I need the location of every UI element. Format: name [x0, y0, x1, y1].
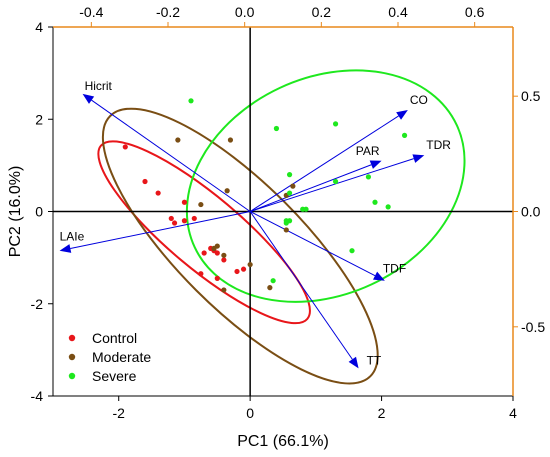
point-severe	[332, 178, 339, 185]
top-tick-label: -0.4	[79, 4, 103, 20]
x-tick-label: 2	[378, 405, 386, 421]
vector-par-line	[249, 164, 372, 212]
legend-label-moderate: Moderate	[92, 349, 151, 365]
point-moderate	[211, 245, 217, 251]
legend-marker-moderate	[68, 353, 76, 361]
point-moderate	[221, 252, 227, 258]
vector-laie-arrowhead	[59, 244, 72, 253]
point-control	[168, 215, 174, 222]
point-moderate	[227, 137, 234, 143]
vector-co-line	[249, 115, 399, 212]
right-tick-label: 0.0	[521, 204, 541, 220]
x-tick-label: 4	[509, 405, 517, 421]
point-severe	[286, 172, 293, 178]
point-severe	[283, 220, 289, 226]
axes: -2 0 2 4 -4 -2 0 2 4 -0.4 -0.2 0.0 0.2 0.4 0.6 0.5 0.0 -0…	[31, 4, 546, 421]
vector-label-laie: LAIe	[60, 230, 85, 244]
point-severe	[286, 190, 293, 196]
x-tick-label: 0	[246, 405, 254, 421]
vector-tt-arrowhead	[348, 356, 359, 369]
y-tick-label: 4	[35, 19, 43, 35]
point-control	[181, 218, 188, 224]
vector-co-arrowhead	[396, 110, 408, 120]
vector-label-par: PAR	[356, 144, 380, 158]
top-tick-label: 0.4	[388, 4, 408, 20]
point-control	[214, 275, 220, 281]
vector-laie-line	[70, 211, 251, 249]
vector-label-tt: TT	[367, 353, 382, 367]
point-severe	[303, 206, 309, 212]
legend-marker-control	[68, 334, 76, 342]
point-severe	[349, 248, 355, 254]
y-tick-label: 0	[35, 204, 43, 220]
point-moderate	[224, 188, 230, 194]
point-control	[201, 250, 207, 256]
point-severe	[365, 174, 372, 180]
point-severe	[273, 125, 280, 132]
legend-marker-severe	[68, 372, 76, 380]
point-moderate	[267, 285, 273, 291]
point-control	[198, 271, 204, 277]
point-control	[214, 250, 220, 256]
vector-par-arrowhead	[369, 160, 382, 169]
legend-label-control: Control	[92, 330, 137, 346]
point-control	[142, 178, 148, 185]
right-tick-label: -0.5	[521, 319, 545, 335]
ellipse-control	[97, 140, 311, 325]
point-control	[234, 268, 240, 275]
point-moderate	[283, 227, 289, 233]
vector-hicrit-line	[91, 99, 251, 212]
top-tick-label: 0.2	[312, 4, 332, 20]
y-tick-label: -4	[31, 388, 44, 404]
point-severe	[385, 204, 391, 210]
top-tick-label: -0.2	[156, 4, 180, 20]
point-control	[181, 199, 188, 205]
vector-label-tdf: TDF	[383, 262, 406, 276]
point-moderate	[247, 261, 253, 268]
point-severe	[401, 132, 408, 138]
score-points	[122, 98, 408, 293]
vector-tdr-line	[249, 158, 414, 212]
point-control	[155, 190, 161, 196]
y-axis-title: PC2 (16.0%)	[7, 166, 24, 258]
point-severe	[332, 121, 339, 127]
vector-label-tdr: TDR	[426, 138, 451, 152]
y-tick-label: 2	[35, 111, 43, 127]
point-severe	[372, 199, 378, 205]
point-control	[171, 220, 178, 226]
vector-tdf-arrowhead	[373, 271, 385, 281]
vector-label-co: CO	[410, 93, 428, 107]
vector-hicrit-arrowhead	[82, 93, 95, 104]
point-severe	[270, 278, 276, 284]
vector-tt-line	[249, 211, 353, 360]
x-tick-label: -2	[112, 405, 125, 421]
x-axis-title: PC1 (66.1%)	[237, 433, 329, 450]
top-tick-label: 0.6	[465, 4, 485, 20]
right-tick-label: 0.5	[521, 88, 541, 104]
point-control	[122, 144, 128, 150]
ellipse-severe	[185, 69, 466, 303]
vector-label-hicrit: Hicrit	[85, 79, 113, 93]
y-tick-label: -2	[31, 296, 44, 312]
point-control	[221, 257, 227, 263]
legend: Control Moderate Severe	[68, 330, 151, 384]
point-moderate	[290, 183, 296, 189]
point-moderate	[175, 137, 181, 143]
loading-vectors: Hicrit CO PAR TDR LAIe TDF TT	[59, 79, 451, 369]
top-tick-label: 0.0	[235, 4, 255, 20]
point-severe	[188, 98, 194, 104]
point-moderate	[221, 287, 227, 293]
point-moderate	[198, 201, 204, 208]
confidence-ellipses	[97, 69, 466, 385]
point-control	[191, 215, 197, 222]
ellipse-moderate	[101, 107, 379, 385]
point-control	[240, 266, 247, 272]
vector-tdr-arrowhead	[412, 154, 425, 163]
vector-tdf-line	[249, 211, 376, 277]
legend-label-severe: Severe	[92, 368, 137, 384]
